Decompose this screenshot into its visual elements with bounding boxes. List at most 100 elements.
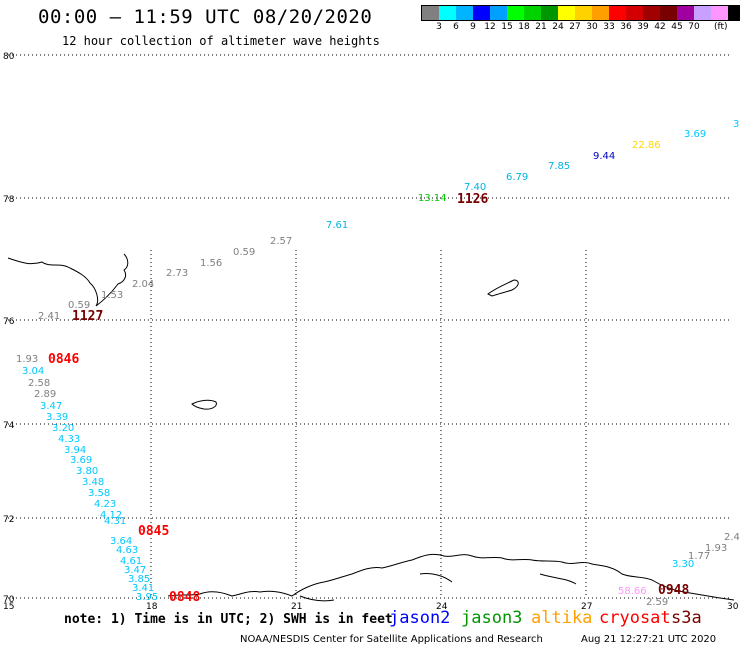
satellite-legend-item: jason2 xyxy=(389,608,451,628)
norway-coast xyxy=(167,553,735,601)
swh-label: 1.56 xyxy=(200,258,222,269)
swh-label: 3 xyxy=(733,119,739,130)
time-label: 0948 xyxy=(658,583,689,598)
swh-label: 4.31 xyxy=(104,516,126,527)
time-label: 1126 xyxy=(457,192,488,207)
swh-label: 4.61 xyxy=(120,556,142,567)
longitude-label: 15 xyxy=(3,602,14,612)
footer-timestamp: Aug 21 12:27:21 UTC 2020 xyxy=(581,634,717,645)
lat-lon-grid xyxy=(8,54,732,599)
colorbar-tick-label: 70 xyxy=(688,22,700,32)
swh-label: 22.86 xyxy=(632,140,661,151)
colorbar-swatch xyxy=(626,6,643,20)
swh-label: 3.48 xyxy=(82,477,104,488)
swh-label: 1.77 xyxy=(688,551,710,562)
colorbar-swatch xyxy=(643,6,660,20)
swh-label: 2.4 xyxy=(724,532,740,543)
swh-label: 2.73 xyxy=(166,268,188,279)
colorbar-swatch xyxy=(507,6,524,20)
footer-note: note: 1) Time is in UTC; 2) SWH is in fe… xyxy=(64,612,393,627)
swh-label: 0.59 xyxy=(233,247,255,258)
swh-label: 1.53 xyxy=(101,290,123,301)
swh-label: 58.66 xyxy=(618,586,647,597)
swh-label: 3.20 xyxy=(52,423,74,434)
colorbar-swatch xyxy=(677,6,694,20)
latitude-label: 74 xyxy=(3,421,15,431)
latitude-label: 78 xyxy=(3,195,15,205)
swh-label: 13.14 xyxy=(418,193,447,204)
swh-label: 3.69 xyxy=(70,455,92,466)
swh-label: 7.61 xyxy=(326,220,348,231)
swh-label: 2.41 xyxy=(38,311,60,322)
swh-label: 3.69 xyxy=(684,129,706,140)
colorbar-swatch xyxy=(422,6,439,20)
colorbar-tick-label: 15 xyxy=(501,22,513,32)
colorbar-swatch xyxy=(609,6,626,20)
colorbar-swatch xyxy=(592,6,609,20)
swh-label: 3.94 xyxy=(64,445,86,456)
swh-label: 3.58 xyxy=(88,488,110,499)
colorbar-tick-label: 12 xyxy=(484,22,496,32)
swh-label: 4.33 xyxy=(58,434,80,445)
norway-coast-inner xyxy=(299,573,577,602)
swh-label: 2.57 xyxy=(270,236,292,247)
swh-label: 1.93 xyxy=(705,543,727,554)
swh-label: 3.04 xyxy=(22,366,44,377)
colorbar-tick-label: 33 xyxy=(603,22,615,32)
colorbar-unit: (ft) xyxy=(714,22,728,32)
colorbar-tick-label: 42 xyxy=(654,22,666,32)
colorbar-swatch xyxy=(456,6,473,20)
colorbar-tick-label: 27 xyxy=(569,22,581,32)
swh-label: 2.59 xyxy=(646,597,668,608)
svalbard-coast xyxy=(7,253,129,307)
colorbar-tick-label: 36 xyxy=(620,22,632,32)
colorbar-swatch xyxy=(490,6,507,20)
swh-labels: 3 3.69 22.86 9.44 7.85 6.79 7.40 13.14 7.61 2.57 0… xyxy=(16,119,740,608)
colorbar-tick-labels: 3 6 9 12 15 18 21 24 27 30 33 36 39 42 45 70 xyxy=(421,22,740,34)
longitude-label: 21 xyxy=(291,602,302,612)
swh-label: 3.41 xyxy=(132,583,154,594)
colorbar-swatch xyxy=(660,6,677,20)
longitude-label: 30 xyxy=(727,602,739,612)
colorbar-tick-label: 18 xyxy=(518,22,530,32)
time-label: 0848 xyxy=(169,590,200,605)
colorbar-swatch xyxy=(728,6,740,20)
latitude-label: 76 xyxy=(3,317,15,327)
time-label: 1127 xyxy=(72,309,103,324)
satellite-legend-item: jason3 xyxy=(461,608,523,628)
colorbar-swatch xyxy=(575,6,592,20)
colorbar-tick-label: 45 xyxy=(671,22,683,32)
latitude-label: 72 xyxy=(3,515,14,525)
footer-credit: NOAA/NESDIS Center for Satellite Applica… xyxy=(240,634,543,645)
swh-label: 3.80 xyxy=(76,466,98,477)
swh-label: 4.23 xyxy=(94,499,116,510)
swh-label: 3.47 xyxy=(124,565,146,576)
time-label: 0845 xyxy=(138,524,169,539)
satellite-legend-item: cryosat xyxy=(599,608,671,628)
latitude-label: 80 xyxy=(3,52,15,62)
colorbar-tick-label: 9 xyxy=(470,22,476,32)
longitude-label: 24 xyxy=(436,602,448,612)
swh-label: 3.39 xyxy=(46,412,68,423)
colorbar-tick-label: 21 xyxy=(535,22,547,32)
swh-label: 6.79 xyxy=(506,172,528,183)
satellite-legend-item: s3a xyxy=(671,608,702,628)
swh-label: 7.40 xyxy=(464,182,486,193)
colorbar-swatch xyxy=(473,6,490,20)
swh-label: 7.85 xyxy=(548,161,570,172)
colorbar-tick-label: 24 xyxy=(552,22,564,32)
longitude-label: 18 xyxy=(146,602,158,612)
satellite-legend-item: altika xyxy=(531,608,593,628)
latitude-label: 70 xyxy=(3,595,15,605)
swh-label: 9.44 xyxy=(593,151,615,162)
colorbar-swatch xyxy=(558,6,575,20)
swh-label: 3.47 xyxy=(40,401,62,412)
colorbar-swatch xyxy=(711,6,728,20)
colorbar-tick-label: 3 xyxy=(436,22,442,32)
swh-label: 2.58 xyxy=(28,378,50,389)
swh-label: 4.12 xyxy=(100,510,122,521)
colorbar-swatch xyxy=(439,6,456,20)
island-bjornoya xyxy=(191,399,217,410)
map-title: 00:00 – 11:59 UTC 08/20/2020 xyxy=(38,6,373,28)
